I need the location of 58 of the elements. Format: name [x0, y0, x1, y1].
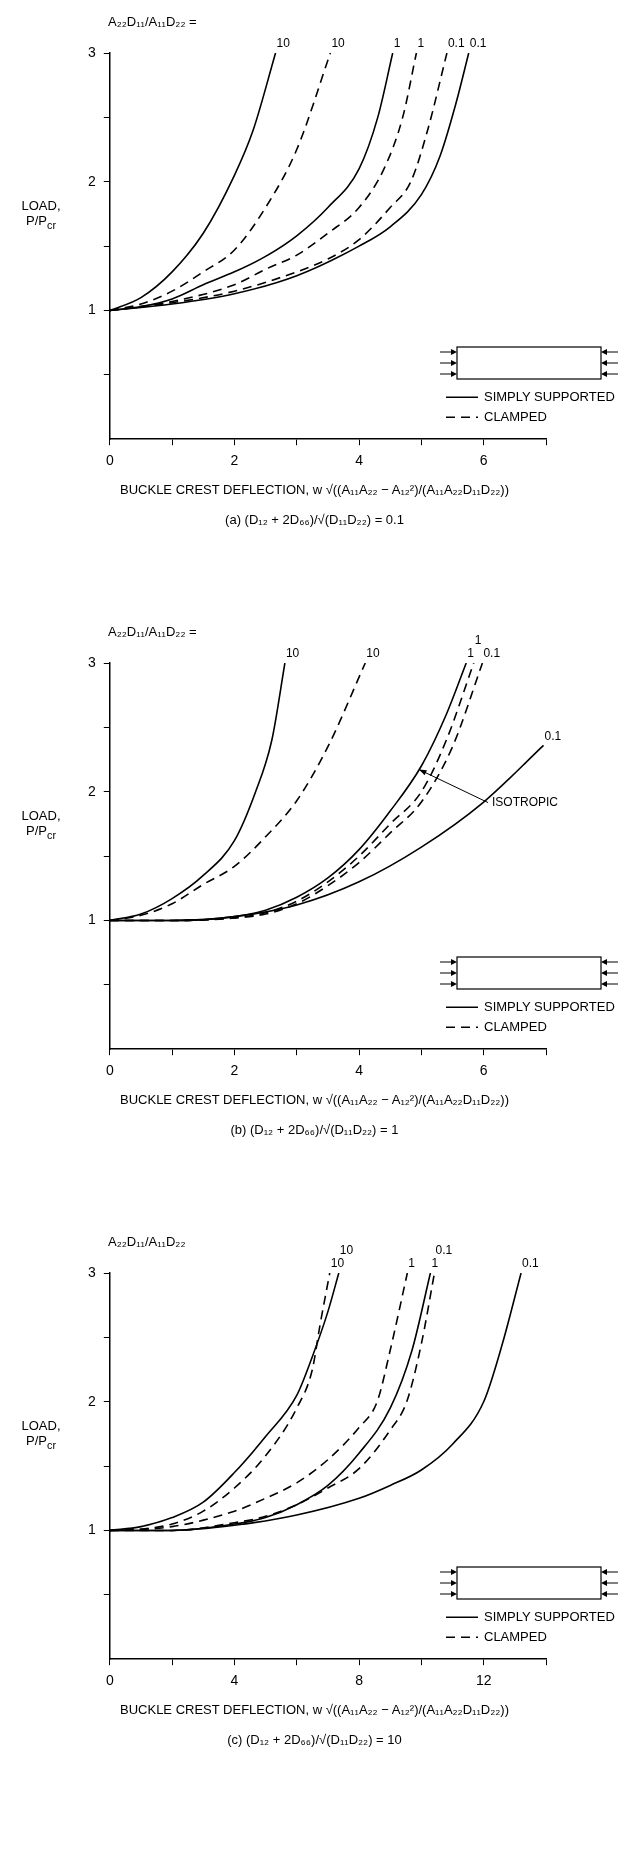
annotation: 0.1 [522, 1256, 540, 1271]
annotation: 1 [393, 36, 401, 51]
x-tick-label: 4 [355, 452, 364, 469]
x-tick-label: 0 [105, 452, 114, 469]
annotation: 10 [330, 1256, 345, 1271]
x-tick-label: 8 [355, 1672, 364, 1689]
x-tick-label: 12 [475, 1672, 492, 1689]
y-tick-label: 2 [87, 172, 96, 189]
x-tick-label: 0 [105, 1062, 114, 1079]
y-tick-label: 2 [87, 782, 96, 799]
annotation: 0.1 [469, 36, 487, 51]
text: A₂₂D₁₁/A₁₁D₂₂ [108, 1234, 186, 1249]
y-tick-label: 1 [87, 911, 96, 928]
y-axis-title: LOAD, P/P$_{cr}$ [20, 198, 62, 231]
legend-label: CLAMPED [484, 408, 547, 424]
y-tick-label: 2 [87, 1392, 96, 1409]
legend-label: SIMPLY SUPPORTED [484, 998, 615, 1014]
x-axis-title: BUCKLE CREST DEFLECTION, w √((A₁₁A₂₂ − A₁₂²)/(A₁₁A₂₂D₁₁D₂₂)) [119, 482, 510, 497]
annotation: 10 [276, 36, 291, 51]
x-tick-label: 4 [230, 1672, 239, 1689]
x-tick-label: 6 [479, 452, 488, 469]
legend-label: SIMPLY SUPPORTED [484, 388, 615, 404]
annotation: 1 [408, 1256, 416, 1271]
annotation: 0.1 [544, 728, 562, 743]
annotation: ISOTROPIC [492, 794, 559, 809]
x-tick-label: 4 [355, 1062, 364, 1079]
annotation: 10 [331, 36, 346, 51]
annotation: 0.1 [483, 646, 501, 661]
text: A₂₂D₁₁/A₁₁D₂₂ = [108, 14, 197, 29]
annotation: 1 [467, 646, 475, 661]
x-tick-label: 2 [230, 1062, 239, 1079]
x-axis-title: BUCKLE CREST DEFLECTION, w √((A₁₁A₂₂ − A₁₂²)/(A₁₁A₂₂D₁₁D₂₂)) [119, 1092, 510, 1107]
text: (b) (D₁₂ + 2D₆₆)/√(D₁₁D₂₂) = 1 [229, 1122, 400, 1137]
y-tick-label: 1 [87, 301, 96, 318]
annotation: 0.1 [435, 1243, 453, 1258]
y-tick-label: 3 [87, 1263, 96, 1280]
annotation: 10 [285, 646, 300, 661]
text: (a) (D₁₂ + 2D₆₆)/√(D₁₁D₂₂) = 0.1 [224, 512, 405, 527]
text: A₂₂D₁₁/A₁₁D₂₂ = [108, 624, 197, 639]
legend-label: CLAMPED [484, 1628, 547, 1644]
legend-label: SIMPLY SUPPORTED [484, 1608, 615, 1624]
text: (c) (D₁₂ + 2D₆₆)/√(D₁₁D₂₂) = 10 [226, 1732, 403, 1747]
x-tick-label: 6 [479, 1062, 488, 1079]
annotation: 0.1 [447, 36, 465, 51]
annotation: 1 [474, 633, 482, 648]
y-axis-title: LOAD, P/P$_{cr}$ [20, 1418, 62, 1451]
x-tick-label: 0 [105, 1672, 114, 1689]
legend-label: CLAMPED [484, 1018, 547, 1034]
y-tick-label: 3 [87, 43, 96, 60]
y-axis-title: LOAD, P/P$_{cr}$ [20, 808, 62, 841]
annotation: 1 [431, 1256, 439, 1271]
annotation: 10 [366, 646, 380, 661]
annotation: 10 [339, 1243, 354, 1258]
x-axis-title: BUCKLE CREST DEFLECTION, w √((A₁₁A₂₂ − A₁₂²)/(A₁₁A₂₂D₁₁D₂₂)) [119, 1702, 510, 1717]
y-tick-label: 1 [87, 1521, 96, 1538]
x-tick-label: 2 [230, 452, 239, 469]
y-tick-label: 3 [87, 653, 96, 670]
annotation: 1 [417, 36, 425, 51]
